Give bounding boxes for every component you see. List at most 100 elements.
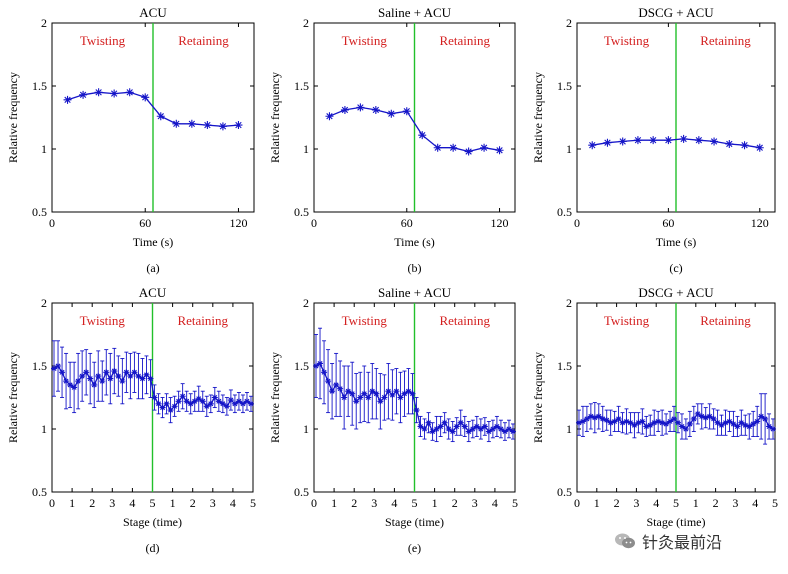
data-point [429, 428, 436, 435]
x-tick-label: 3 [633, 496, 639, 510]
phase-label-retaining: Retaining [177, 313, 228, 328]
data-point [371, 105, 380, 114]
data-point [199, 398, 206, 405]
data-point [465, 428, 472, 435]
x-axis-label: Stage (time) [647, 515, 706, 529]
data-point [770, 426, 777, 432]
x-tick-label: 2 [351, 496, 357, 510]
x-tick-label: 3 [210, 496, 216, 510]
data-point [623, 418, 630, 425]
data-point [156, 112, 165, 121]
y-tick-label: 1.5 [294, 79, 309, 93]
data-point [159, 404, 166, 411]
data-point [79, 373, 86, 380]
data-point [762, 415, 769, 422]
data-point [433, 143, 442, 152]
phase-label-twisting: Twisting [604, 33, 650, 48]
data-point [99, 378, 106, 385]
chart-panel-2: Saline + ACU 0.5 1 1.5 2 0 60 120 Time (s) Relati… [268, 5, 516, 275]
data-point [361, 390, 368, 397]
data-point [682, 426, 689, 432]
data-point [139, 375, 146, 382]
y-tick-label: 1 [566, 422, 572, 436]
data-point [643, 423, 650, 430]
data-point [211, 394, 218, 401]
data-point [313, 363, 320, 369]
data-point [59, 369, 66, 376]
data-point [667, 418, 674, 425]
data-point [401, 390, 408, 397]
data-point [722, 419, 729, 426]
data-point [203, 403, 210, 410]
data-point [239, 400, 246, 407]
x-tick-label: 4 [492, 496, 498, 510]
data-point [207, 400, 214, 407]
data-point [393, 388, 400, 395]
data-point [417, 423, 424, 430]
data-point [464, 147, 473, 156]
data-point [151, 394, 158, 401]
data-point [125, 88, 134, 97]
data-point [615, 415, 622, 422]
data-point [135, 373, 142, 380]
data-point [583, 415, 590, 422]
phase-label-retaining: Retaining [700, 33, 751, 48]
y-tick-label: 0.5 [557, 485, 572, 499]
y-tick-label: 0.5 [294, 485, 309, 499]
data-point [234, 121, 243, 130]
y-tick-label: 2 [303, 296, 309, 310]
panel-label: (b) [408, 261, 422, 275]
watermark-text: 针灸最前沿 [642, 533, 723, 552]
x-tick-label: 60 [662, 216, 674, 230]
y-tick-label: 0.5 [294, 205, 309, 219]
y-tick-label: 1.5 [32, 359, 47, 373]
data-point [329, 388, 336, 395]
data-point [445, 426, 452, 432]
y-tick-label: 1.5 [557, 359, 572, 373]
data-point [71, 384, 78, 391]
y-tick-label: 0.5 [32, 205, 47, 219]
chart-title: ACU [139, 285, 167, 300]
data-point [726, 418, 733, 425]
data-point [433, 426, 440, 432]
data-point [495, 146, 504, 155]
x-tick-label: 0 [574, 216, 580, 230]
x-tick-label: 5 [150, 496, 156, 510]
x-tick-label: 1 [594, 496, 600, 510]
data-point [389, 391, 396, 398]
data-point [746, 423, 753, 430]
x-tick-label: 4 [653, 496, 659, 510]
data-point [51, 365, 58, 372]
x-tick-label: 4 [391, 496, 397, 510]
data-point [111, 368, 118, 375]
x-tick-label: 3 [472, 496, 478, 510]
panel-label: (c) [669, 261, 682, 275]
data-point [607, 419, 614, 426]
data-point [405, 388, 412, 395]
data-point [618, 137, 627, 146]
data-point [365, 394, 372, 401]
data-point [67, 381, 74, 388]
data-point [413, 407, 420, 414]
y-axis-label: Relative frequency [531, 352, 545, 443]
data-point [619, 419, 626, 426]
data-point [203, 121, 212, 130]
phase-label-twisting: Twisting [342, 33, 388, 48]
data-point [449, 143, 458, 152]
x-tick-label: 1 [170, 496, 176, 510]
x-tick-label: 120 [491, 216, 509, 230]
y-tick-label: 2 [41, 296, 47, 310]
data-point [766, 423, 773, 430]
data-point [635, 419, 642, 426]
data-point [179, 393, 186, 400]
data-point [755, 143, 764, 152]
data-point [247, 400, 254, 407]
data-point [671, 415, 678, 422]
data-point [686, 420, 693, 427]
data-point [123, 369, 130, 376]
data-point [631, 422, 638, 429]
data-point [750, 420, 757, 427]
x-axis-label: Stage (time) [123, 515, 182, 529]
